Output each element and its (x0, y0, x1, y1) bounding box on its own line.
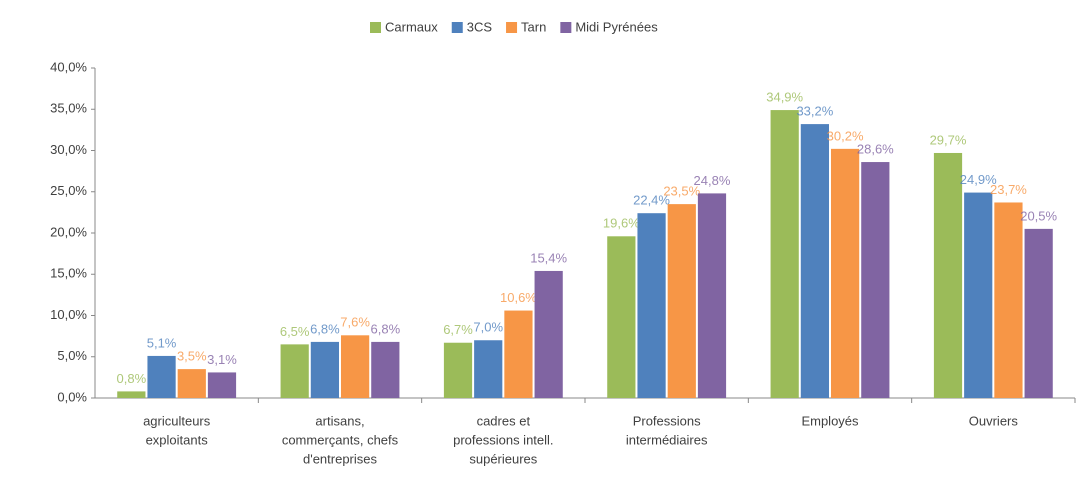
x-tick-label: supérieures (469, 451, 537, 466)
bar (117, 391, 146, 398)
data-label: 3,1% (207, 352, 237, 367)
bar (667, 204, 696, 398)
bar (933, 152, 963, 398)
x-tick-label: cadres et (477, 413, 531, 428)
data-label: 15,4% (530, 250, 567, 265)
x-tick-label: exploitants (146, 432, 209, 447)
bar (207, 372, 237, 398)
data-label: 30,2% (827, 128, 864, 143)
bar (443, 342, 473, 398)
y-tick-label: 0,0% (57, 389, 87, 404)
bar (994, 202, 1023, 398)
legend-label: Tarn (521, 19, 546, 34)
legend-label: Carmaux (385, 19, 438, 34)
bar (770, 110, 799, 398)
legend-swatch (451, 22, 463, 33)
data-label: 28,6% (857, 141, 894, 156)
data-label: 23,7% (990, 182, 1027, 197)
bar (310, 341, 339, 398)
data-label: 7,6% (340, 315, 370, 330)
legend-label: 3CS (467, 19, 493, 34)
legend-swatch (506, 22, 518, 33)
x-tick-label: intermédiaires (626, 432, 708, 447)
data-label: 7,0% (473, 320, 503, 335)
bar (831, 148, 860, 398)
data-label: 6,7% (443, 322, 473, 337)
x-tick-label: commerçants, chefs (282, 432, 399, 447)
y-tick-label: 20,0% (50, 224, 87, 239)
legend-label: Midi Pyrénées (575, 19, 658, 34)
bar (964, 192, 993, 398)
data-label: 6,5% (280, 324, 310, 339)
y-tick-label: 40,0% (50, 59, 87, 74)
x-tick-label: professions intell. (453, 432, 553, 447)
bar (637, 213, 666, 398)
data-label: 29,7% (930, 132, 967, 147)
data-label: 6,8% (310, 321, 340, 336)
bar (177, 369, 206, 398)
bar (607, 236, 636, 398)
x-tick-label: Employés (801, 413, 859, 428)
y-tick-label: 5,0% (57, 348, 87, 363)
bar (697, 193, 727, 398)
y-tick-label: 15,0% (50, 266, 87, 281)
y-tick-label: 30,0% (50, 142, 87, 157)
y-tick-label: 35,0% (50, 101, 87, 116)
x-tick-label: artisans, (315, 413, 364, 428)
x-tick-label: agriculteurs (143, 413, 211, 428)
bar (504, 310, 533, 398)
data-label: 5,1% (147, 335, 177, 350)
bar (800, 124, 829, 398)
data-label: 19,6% (603, 216, 640, 231)
bar (371, 341, 400, 398)
y-tick-label: 25,0% (50, 183, 87, 198)
legend-swatch (560, 22, 572, 33)
legend-swatch (370, 22, 381, 33)
y-tick-label: 10,0% (50, 307, 87, 322)
data-label: 10,6% (500, 290, 537, 305)
data-label: 6,8% (371, 321, 401, 336)
bar (534, 270, 563, 398)
bar (147, 355, 176, 398)
bar (1024, 228, 1053, 398)
bar (341, 335, 370, 398)
data-label: 24,8% (694, 173, 731, 188)
x-tick-label: Professions (633, 413, 701, 428)
data-label: 0,8% (117, 371, 147, 386)
data-label: 33,2% (796, 104, 833, 119)
bar (280, 344, 309, 398)
bar (861, 162, 890, 398)
data-label: 34,9% (766, 90, 803, 105)
x-tick-label: d'entreprises (303, 451, 378, 466)
bar (474, 340, 503, 398)
data-label: 20,5% (1020, 208, 1057, 223)
data-label: 22,4% (633, 193, 670, 208)
data-label: 24,9% (960, 172, 997, 187)
data-label: 3,5% (177, 349, 207, 364)
data-label: 23,5% (663, 184, 700, 199)
x-tick-label: Ouvriers (969, 413, 1019, 428)
